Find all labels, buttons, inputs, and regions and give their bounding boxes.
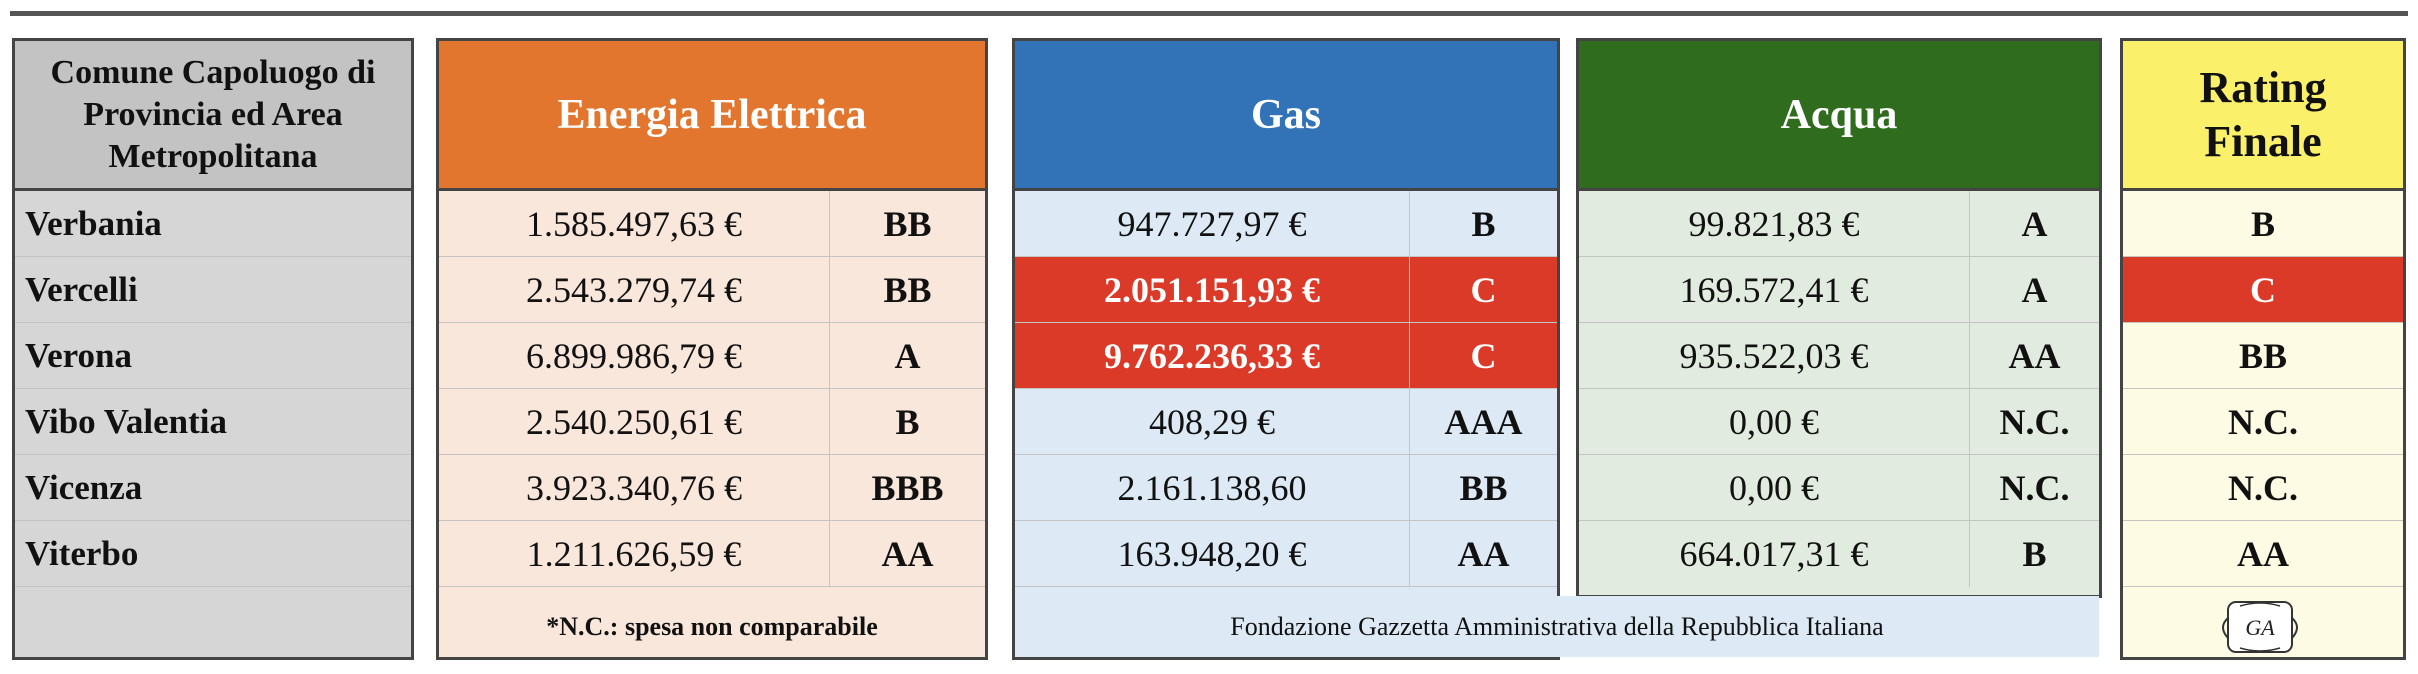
table-row: N.C. <box>2123 455 2403 521</box>
gas-rating: B <box>1409 191 1557 256</box>
final-rating: BB <box>2238 335 2288 376</box>
table-row: 2.540.250,61 € B <box>439 389 985 455</box>
acqua-column: Acqua 99.821,83 € A 169.572,41 € A 935.522… <box>1576 38 2102 598</box>
gas-header: Gas <box>1015 41 1557 191</box>
source-credit: Fondazione Gazzetta Amministrativa della… <box>1015 596 2099 657</box>
acqua-value: 169.572,41 € <box>1679 269 1869 310</box>
table-row: Vercelli <box>15 257 411 323</box>
gas-rating: AA <box>1409 521 1557 586</box>
table-row: AA <box>2123 521 2403 587</box>
acqua-rating: N.C. <box>1969 455 2099 520</box>
table-row: 163.948,20 € AA <box>1015 521 1557 587</box>
energia-value: 1.211.626,59 € <box>526 533 742 574</box>
energia-rating: BB <box>829 191 985 256</box>
acqua-value: 664.017,31 € <box>1679 534 1869 574</box>
energia-value: 3.923.340,76 € <box>526 467 742 508</box>
table-row: 408,29 € AAA <box>1015 389 1557 455</box>
table-row: 2.543.279,74 € BB <box>439 257 985 323</box>
acqua-value: 99.821,83 € <box>1688 203 1860 244</box>
rating-header: Rating Finale <box>2123 41 2403 191</box>
city-name: Vercelli <box>25 269 138 309</box>
energia-value: 2.543.279,74 € <box>526 269 742 310</box>
city-name: Verbania <box>25 203 162 243</box>
energia-rating: B <box>829 389 985 454</box>
table-row: N.C. <box>2123 389 2403 455</box>
top-rule <box>10 11 2408 16</box>
logo-text: GA <box>2245 615 2275 640</box>
table-row: BB <box>2123 323 2403 389</box>
city-name: Verona <box>25 335 132 375</box>
gas-value: 163.948,20 € <box>1117 533 1307 574</box>
energia-value: 6.899.986,79 € <box>526 335 742 376</box>
table-row: 169.572,41 € A <box>1579 257 2099 323</box>
table-row: 1.585.497,63 € BB <box>439 191 985 257</box>
city-header: Comune Capoluogo di Provincia ed Area Me… <box>15 41 411 191</box>
gas-rating: AAA <box>1409 389 1557 454</box>
acqua-rating: N.C. <box>1969 389 2099 454</box>
acqua-value: 0,00 € <box>1729 467 1819 508</box>
energia-rating: AA <box>829 521 985 586</box>
energia-column: Energia Elettrica 1.585.497,63 € BB 2.543… <box>436 38 988 660</box>
table-row: 2.161.138,60 BB <box>1015 455 1557 521</box>
table-row: Vibo Valentia <box>15 389 411 455</box>
city-name: Vibo Valentia <box>25 401 227 441</box>
table-row: 6.899.986,79 € A <box>439 323 985 389</box>
acqua-value: 0,00 € <box>1729 401 1819 442</box>
gas-value: 947.727,97 € <box>1117 203 1307 244</box>
city-column: Comune Capoluogo di Provincia ed Area Me… <box>12 38 414 660</box>
acqua-rating: AA <box>1969 323 2099 388</box>
gas-rating: BB <box>1409 455 1557 520</box>
table-row: C <box>2123 257 2403 323</box>
acqua-rating: A <box>1969 257 2099 322</box>
energia-header: Energia Elettrica <box>439 41 985 191</box>
energia-rating: BB <box>829 257 985 322</box>
final-rating: AA <box>2237 533 2289 574</box>
table-row: Verona <box>15 323 411 389</box>
gas-rating-highlighted: C <box>1409 257 1557 322</box>
final-rating: N.C. <box>2228 467 2298 508</box>
table-row: 1.211.626,59 € AA <box>439 521 985 587</box>
city-name: Vicenza <box>25 467 143 507</box>
table-row: Viterbo <box>15 521 411 587</box>
table-row: B <box>2123 191 2403 257</box>
footnote: *N.C.: spesa non comparabile <box>546 611 878 641</box>
table-row: Vicenza <box>15 455 411 521</box>
gas-value-highlighted: 9.762.236,33 € <box>1015 323 1409 388</box>
gas-value-highlighted: 2.051.151,93 € <box>1015 257 1409 322</box>
energia-rating: BBB <box>829 455 985 520</box>
acqua-rating: A <box>1969 191 2099 256</box>
city-name: Viterbo <box>25 533 139 573</box>
gas-column: Gas 947.727,97 € B 2.051.151,93 € C 9.762.… <box>1012 38 1560 660</box>
energia-value: 2.540.250,61 € <box>526 401 742 442</box>
table-row: 947.727,97 € B <box>1015 191 1557 257</box>
gas-value: 2.161.138,60 <box>1117 467 1307 508</box>
seal-logo-icon: GA <box>2222 601 2298 653</box>
gas-rating-highlighted: C <box>1409 323 1557 388</box>
energia-rating: A <box>829 323 985 388</box>
table-row: 935.522,03 € AA <box>1579 323 2099 389</box>
table-row: 0,00 € N.C. <box>1579 389 2099 455</box>
gas-value: 408,29 € <box>1149 401 1275 442</box>
table-row: 3.923.340,76 € BBB <box>439 455 985 521</box>
table-row: 2.051.151,93 € C <box>1015 257 1557 323</box>
energia-value: 1.585.497,63 € <box>526 203 742 244</box>
table-row: 0,00 € N.C. <box>1579 455 2099 521</box>
acqua-rating: B <box>1969 521 2099 587</box>
acqua-header: Acqua <box>1579 41 2099 191</box>
final-rating-highlighted: C <box>2123 257 2403 322</box>
table-row: 664.017,31 € B <box>1579 521 2099 587</box>
table-row: Verbania <box>15 191 411 257</box>
table-row: 99.821,83 € A <box>1579 191 2099 257</box>
rating-column: Rating Finale B C BB N.C. N.C. AA <box>2120 38 2406 660</box>
final-rating: B <box>2250 203 2275 244</box>
acqua-value: 935.522,03 € <box>1679 335 1869 376</box>
table-row: 9.762.236,33 € C <box>1015 323 1557 389</box>
final-rating: N.C. <box>2228 401 2298 442</box>
